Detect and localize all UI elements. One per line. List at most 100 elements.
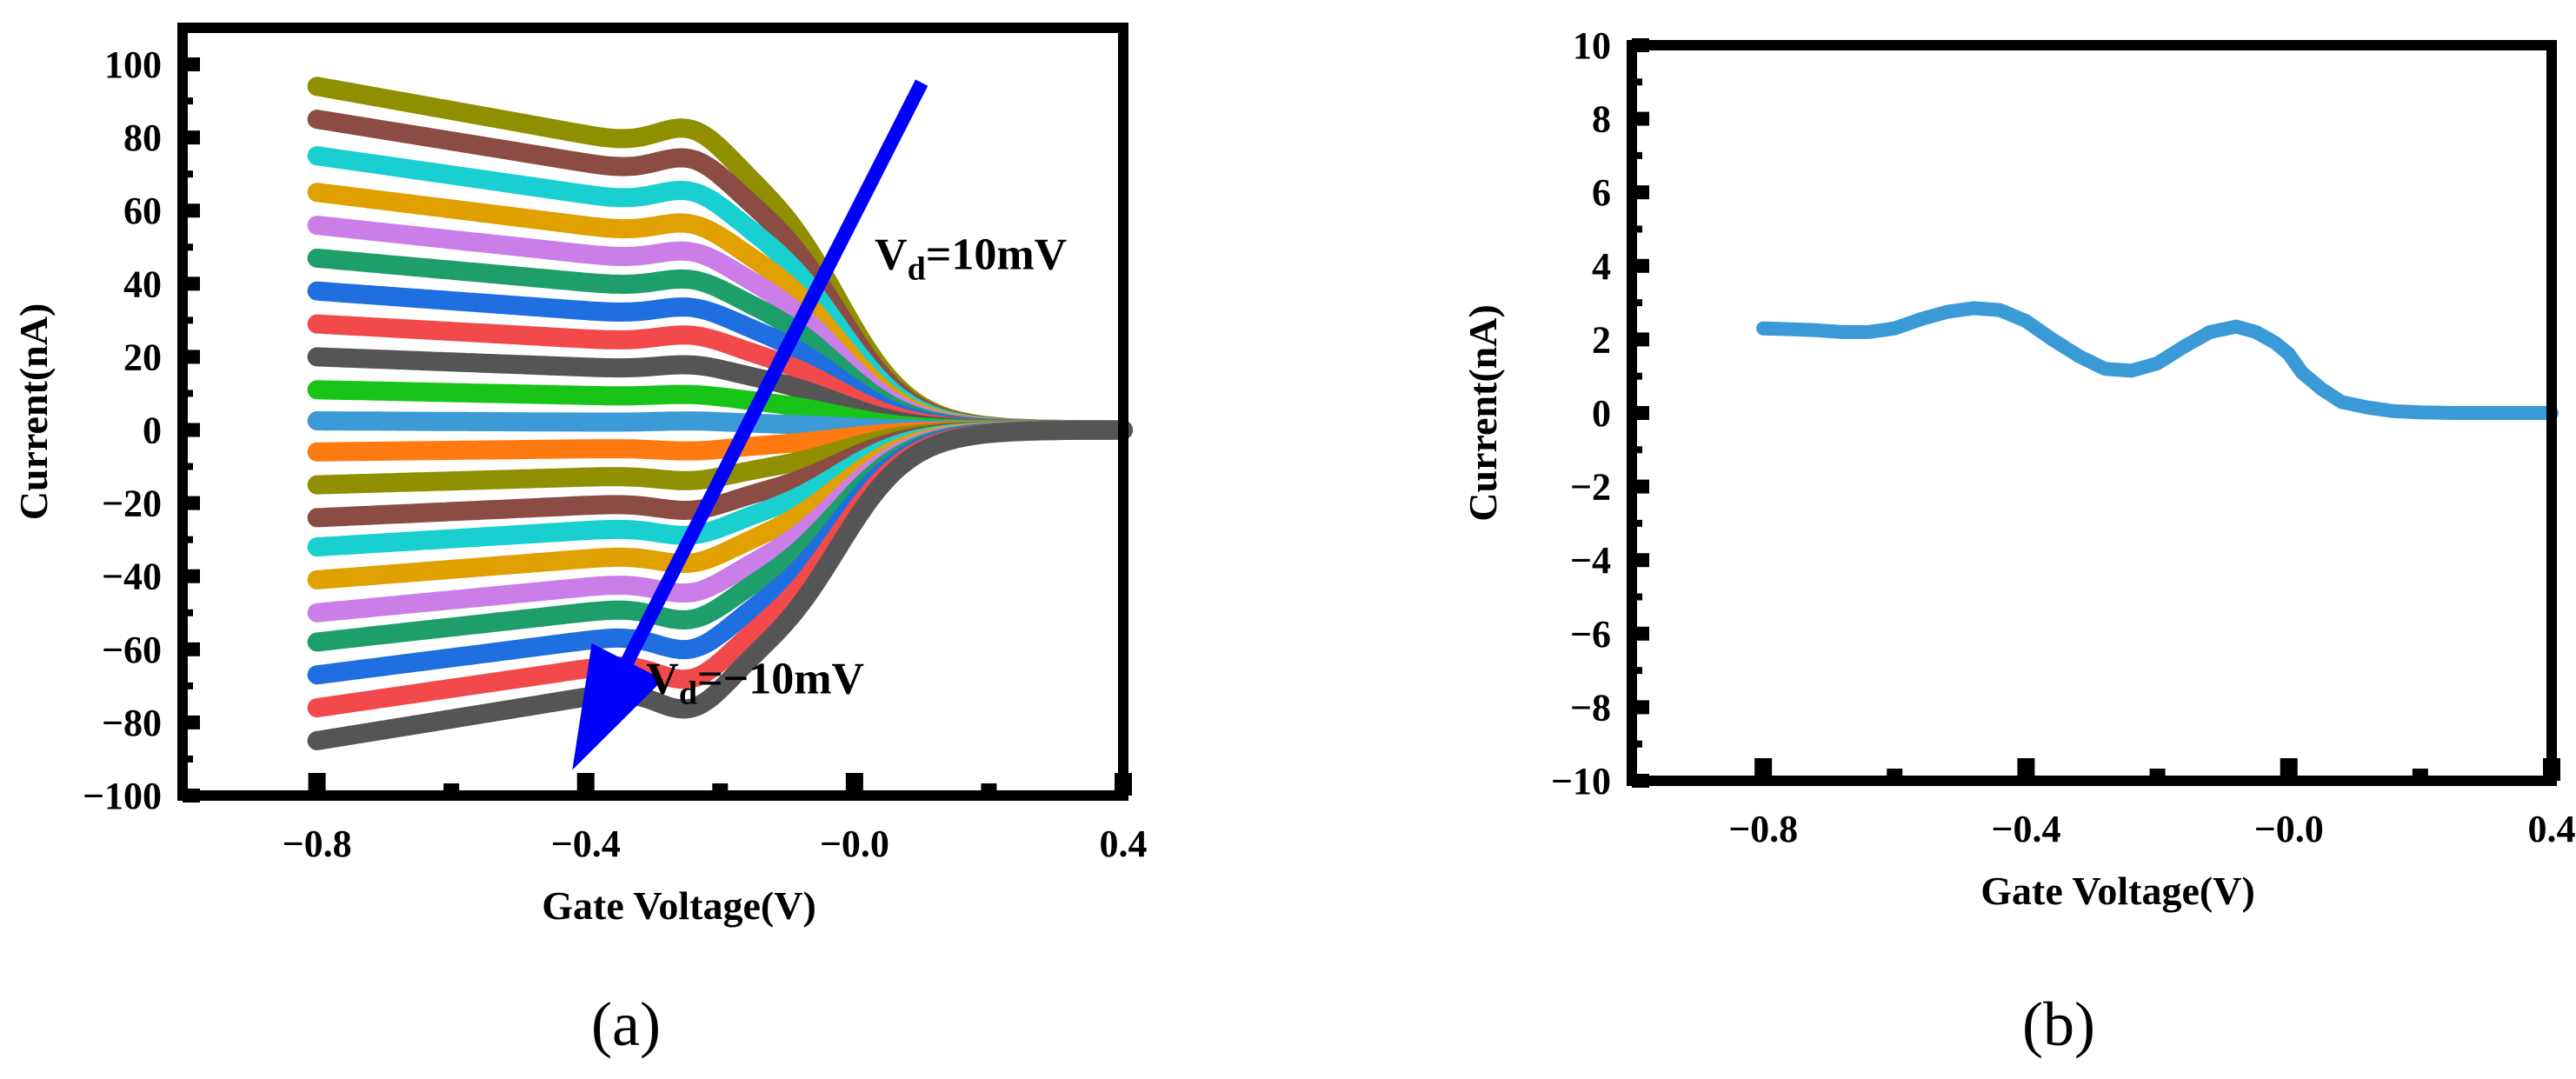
panel-b-y-tick-2 (1632, 185, 1649, 200)
panel-a-y-minor-tick-0 (183, 97, 193, 105)
vd-arrow-shaft (621, 79, 929, 665)
panel-b-y-tick-4 (1632, 332, 1649, 347)
panel-a-y-minor-tick-5 (183, 463, 193, 470)
panel-a-x-minor-tick-1 (712, 783, 729, 796)
panel-b-y-minor-tick-9 (1632, 740, 1642, 748)
panel-a-y-tick-label: 0 (143, 410, 162, 452)
panel-a-y-tick-label: −80 (102, 702, 162, 744)
panel-a-series-group (307, 77, 1133, 750)
panel-a-x-tick-label: −0.0 (820, 823, 889, 865)
panel-b-x-tick-3 (2543, 758, 2560, 781)
panel-b-x-minor-tick-0 (1887, 769, 1903, 781)
panel-b-x-minor-tick-2 (2412, 769, 2428, 781)
panel-a-y-tick-label: −100 (83, 775, 162, 817)
panel-a-x-tick-2 (845, 773, 863, 796)
panel-a-x-tick-label: 0.4 (1100, 823, 1148, 865)
panel-b-y-minor-tick-0 (1632, 78, 1642, 86)
panel-b-y-tick-label: 2 (1592, 318, 1611, 361)
panel-b-y-tick-label: 8 (1592, 98, 1611, 141)
panel-a-x-tick-label: −0.4 (551, 823, 621, 865)
panel-a-y-tick-5 (183, 423, 200, 437)
panel-a-y-tick-10 (183, 789, 200, 803)
annotation-vd-minus-10mV-v: V (646, 654, 679, 703)
annotation-vd-10mV: Vd=10mV (875, 230, 1067, 288)
panel-b-y-tick-label: 10 (1573, 24, 1611, 67)
panel-b-y-tick-7 (1632, 553, 1649, 568)
panel-b-y-minor-tick-8 (1632, 667, 1642, 675)
panel-b-y-minor-tick-4 (1632, 372, 1642, 380)
panel-b-x-tick-2 (2280, 758, 2298, 781)
panel-a-y-tick-7 (183, 569, 200, 583)
panel-a-y-minor-tick-2 (183, 243, 193, 251)
panel-a-y-minor-tick-7 (183, 609, 193, 616)
panel-a-y-tick-label: 80 (123, 117, 162, 159)
annotation-vd-minus-10mV-value: =−10mV (697, 654, 864, 703)
panel-b-y-tick-label: −4 (1570, 539, 1611, 582)
panel-a-y-minor-tick-1 (183, 170, 193, 178)
panel-b-series-line (1756, 301, 2559, 420)
panel-b-series-group (1756, 301, 2559, 420)
panel-b-chart: 10 8 6 4 2 0 −2 −4 −6 −8 −10 −0.8 −0.4 −0.0 0.4 Gate … (1461, 24, 2576, 913)
panel-b-x-tick-1 (2017, 758, 2035, 781)
panel-b-y-tick-label: 6 (1592, 171, 1611, 214)
panel-a-y-tick-6 (183, 496, 200, 510)
panel-a-y-tick-label: −60 (102, 629, 162, 671)
panel-b-y-minor-tick-6 (1632, 519, 1642, 527)
panel-a-y-tick-3 (183, 276, 200, 291)
panel-a-x-axis-title: Gate Voltage(V) (542, 883, 816, 928)
panel-a-x-minor-tick-2 (981, 783, 997, 796)
panel-b-y-tick-1 (1632, 111, 1649, 126)
panel-b-y-tick-label: 0 (1592, 392, 1611, 435)
panel-label-a: (a) (591, 989, 661, 1059)
panel-a-y-minor-tick-9 (183, 755, 193, 763)
panel-a-y-minor-tick-6 (183, 536, 193, 543)
panel-a-y-tick-label: −20 (102, 483, 162, 525)
panel-b-y-minor-tick-2 (1632, 225, 1642, 233)
panel-b-x-tick-label: 0.4 (2528, 808, 2576, 850)
panel-a-y-tick-0 (183, 57, 200, 72)
panel-a-y-tick-4 (183, 350, 200, 364)
panel-b-y-minor-tick-1 (1632, 151, 1642, 159)
panel-a-y-tick-1 (183, 130, 200, 145)
panel-b-x-ticks: −0.8 −0.4 −0.0 0.4 (1728, 758, 2576, 850)
annotation-vd-minus-10mV: Vd=−10mV (646, 654, 864, 711)
annotation-vd-10mV-value: =10mV (926, 230, 1068, 280)
panel-b-y-tick-3 (1632, 258, 1649, 273)
panel-b-y-tick-label: −6 (1570, 613, 1611, 656)
panel-a-series-line (307, 420, 1133, 750)
panel-a-x-tick-3 (1115, 773, 1132, 796)
panel-a-x-tick-1 (576, 773, 595, 796)
panel-b-y-tick-label: −8 (1570, 686, 1611, 729)
panel-b-y-minor-tick-5 (1632, 446, 1642, 454)
panel-a-y-minor-tick-4 (183, 390, 193, 397)
panel-a-y-tick-label: 60 (123, 190, 162, 232)
panel-b-x-axis-title: Gate Voltage(V) (1980, 869, 2255, 913)
panel-b-y-tick-6 (1632, 479, 1649, 494)
annotation-vd-minus-10mV-sub: d (679, 675, 697, 711)
panel-b-y-tick-10 (1632, 774, 1649, 788)
annotation-vd-10mV-v: V (875, 230, 908, 280)
panel-a-y-minor-tick-8 (183, 682, 193, 689)
panel-b-y-minor-tick-7 (1632, 593, 1642, 601)
panel-a-y-minor-tick-3 (183, 316, 193, 324)
panel-a-x-tick-label: −0.8 (283, 823, 352, 865)
panel-a-y-tick-label: 40 (123, 263, 162, 305)
panel-b-y-tick-8 (1632, 626, 1649, 641)
panel-a-x-minor-tick-0 (443, 783, 460, 796)
panel-b-x-minor-tick-1 (2149, 769, 2166, 781)
panel-b-y-tick-label: −10 (1551, 760, 1611, 803)
panel-b-y-axis-title: Current(nA) (1461, 304, 1505, 522)
panel-a-plot-frame (177, 23, 1128, 801)
panel-b-x-tick-label: −0.4 (1991, 808, 2060, 850)
panel-a-x-tick-0 (308, 773, 326, 796)
panel-a-y-axis-title: Current(nA) (11, 303, 56, 521)
vd-arrow-head (572, 643, 663, 770)
panel-b-y-tick-5 (1632, 406, 1649, 420)
panel-b-y-minor-tick-3 (1632, 299, 1642, 307)
panel-b-y-tick-9 (1632, 700, 1649, 715)
panel-b-x-tick-0 (1754, 758, 1773, 781)
panel-a-y-tick-9 (183, 715, 200, 729)
panel-b-y-ticks: 10 8 6 4 2 0 −2 −4 −6 −8 −10 (1551, 24, 1649, 803)
